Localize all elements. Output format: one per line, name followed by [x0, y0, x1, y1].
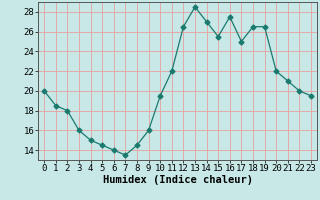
X-axis label: Humidex (Indice chaleur): Humidex (Indice chaleur) — [103, 175, 252, 185]
